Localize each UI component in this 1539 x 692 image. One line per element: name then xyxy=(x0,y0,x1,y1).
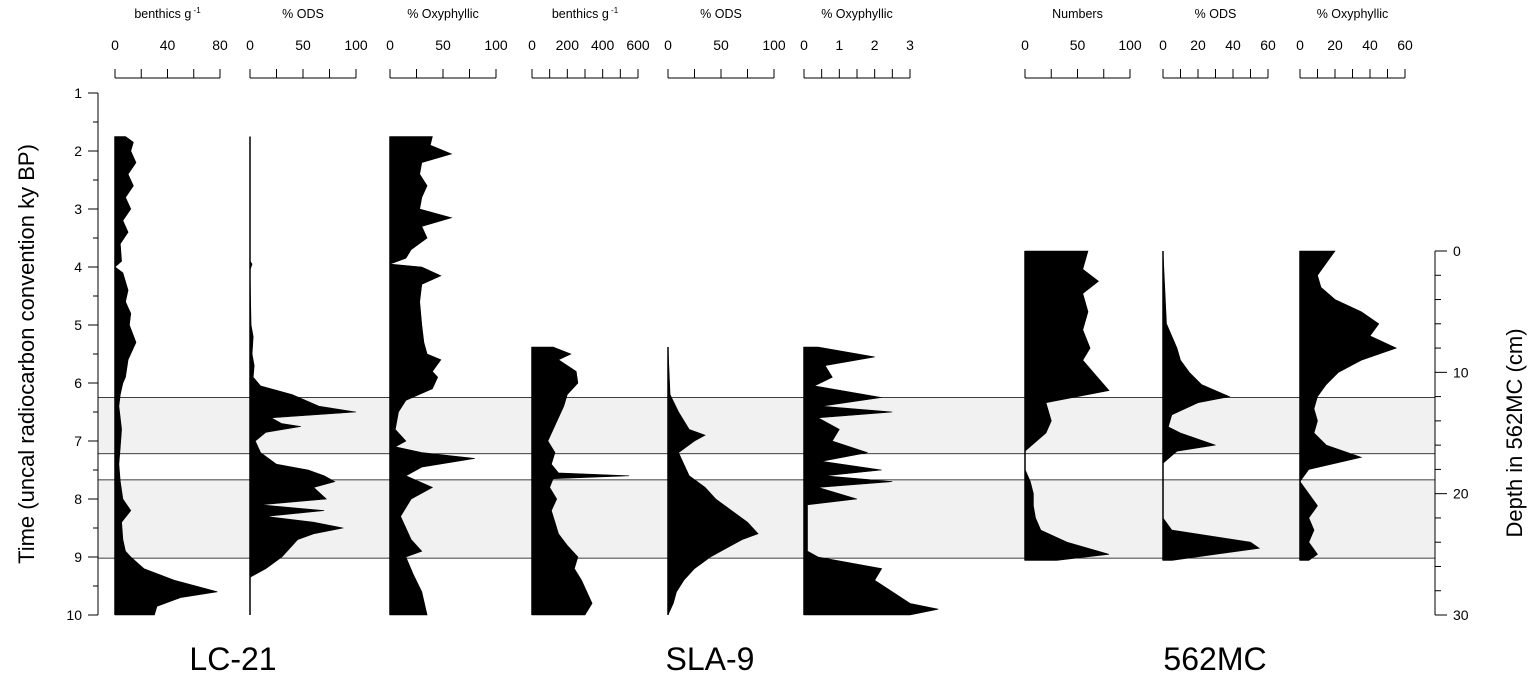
panel-title-text: % ODS xyxy=(1195,7,1237,21)
scale-tick-label: 100 xyxy=(344,37,368,53)
scale-tick-label: 80 xyxy=(212,37,228,53)
panel-title-text: benthics g xyxy=(134,7,191,21)
core-name-lc-21: LC-21 xyxy=(189,641,276,677)
scale-tick-label: 0 xyxy=(800,37,808,53)
scale-tick-label: 0 xyxy=(1296,37,1304,53)
time-tick-label: 1 xyxy=(74,85,82,101)
panel-title: % Oxyphyllic xyxy=(1317,7,1389,21)
profile-area xyxy=(1024,250,1110,561)
scale-tick-label: 100 xyxy=(762,37,786,53)
scale-tick-label: 0 xyxy=(386,37,394,53)
time-tick-label: 8 xyxy=(74,491,82,507)
scale-tick-label: 100 xyxy=(484,37,508,53)
profile-area xyxy=(667,346,759,616)
scale-tick-label: 1 xyxy=(835,37,843,53)
panel-title: % Oxyphyllic xyxy=(821,7,893,21)
scale-tick-label: 400 xyxy=(591,37,615,53)
panel-title-superscript: -1 xyxy=(191,6,201,15)
panel-title-superscript: -1 xyxy=(609,6,619,15)
panel-title: benthics g -1 xyxy=(552,6,619,21)
panel-title-text: % Oxyphyllic xyxy=(821,7,893,21)
time-tick-label: 5 xyxy=(74,317,82,333)
panel-3: % Oxyphyllic 0 50 100 xyxy=(386,7,508,616)
depth-tick-label: 0 xyxy=(1453,243,1461,259)
scale-tick-label: 60 xyxy=(1397,37,1413,53)
panel-8: % ODS 0 20 40 60 xyxy=(1159,7,1276,561)
panel-6: % Oxyphyllic 0 1 2 3 xyxy=(800,7,939,616)
profile-area xyxy=(531,346,630,616)
scale-tick-label: 0 xyxy=(1159,37,1167,53)
panel-2: % ODS 0 50 100 xyxy=(246,7,368,615)
panel-title: % Oxyphyllic xyxy=(407,7,479,21)
panel-title-text: Numbers xyxy=(1052,7,1103,21)
scale-tick-label: 200 xyxy=(556,37,580,53)
panel-5: % ODS 0 50 100 xyxy=(664,7,786,616)
panel-7: Numbers 0 50 100 xyxy=(1021,7,1142,561)
scale-tick-label: 0 xyxy=(111,37,119,53)
core-name-562mc: 562MC xyxy=(1163,641,1266,677)
scale-tick-label: 3 xyxy=(906,37,914,53)
profile-area xyxy=(803,346,939,616)
scale-tick-label: 0 xyxy=(246,37,254,53)
time-axis-label: Time (uncal radiocarbon convention ky BP… xyxy=(14,144,39,564)
panel-title: % ODS xyxy=(282,7,324,21)
scale-tick-label: 40 xyxy=(1225,37,1241,53)
profile-area xyxy=(1162,250,1261,561)
time-tick-label: 9 xyxy=(74,549,82,565)
panel-title-text: % Oxyphyllic xyxy=(1317,7,1389,21)
profile-area xyxy=(1299,250,1398,561)
scale-tick-label: 50 xyxy=(713,37,729,53)
scale-tick-label: 40 xyxy=(160,37,176,53)
depth-tick-label: 10 xyxy=(1453,364,1469,380)
scale-tick-label: 0 xyxy=(664,37,672,53)
time-tick-label: 3 xyxy=(74,201,82,217)
core-name-sla-9: SLA-9 xyxy=(666,641,755,677)
time-tick-label: 10 xyxy=(66,607,82,623)
panel-title: Numbers xyxy=(1052,7,1103,21)
depth-tick-label: 20 xyxy=(1453,486,1469,502)
scale-tick-label: 40 xyxy=(1362,37,1378,53)
depth-axis-label: Depth in 562MC (cm) xyxy=(1502,328,1527,537)
panel-9: % Oxyphyllic 0 20 40 60 xyxy=(1296,7,1413,561)
scale-tick-label: 0 xyxy=(528,37,536,53)
scale-tick-label: 600 xyxy=(626,37,650,53)
scale-tick-label: 20 xyxy=(1190,37,1206,53)
panel-title-text: benthics g xyxy=(552,7,609,21)
scale-tick-label: 100 xyxy=(1118,37,1142,53)
profile-area xyxy=(389,136,475,616)
time-tick-label: 6 xyxy=(74,375,82,391)
depth-tick-label: 30 xyxy=(1453,607,1469,623)
scale-tick-label: 60 xyxy=(1260,37,1276,53)
profile-area xyxy=(114,136,218,616)
panel-title-text: % Oxyphyllic xyxy=(407,7,479,21)
panel-title: benthics g -1 xyxy=(134,6,201,21)
scale-tick-label: 50 xyxy=(295,37,311,53)
scale-tick-label: 0 xyxy=(1021,37,1029,53)
time-tick-label: 4 xyxy=(74,259,82,275)
time-tick-label: 2 xyxy=(74,143,82,159)
panel-title: % ODS xyxy=(700,7,742,21)
panel-title: % ODS xyxy=(1195,7,1237,21)
profile-area xyxy=(249,136,357,615)
scale-tick-label: 50 xyxy=(435,37,451,53)
panel-title-text: % ODS xyxy=(282,7,324,21)
panel-4: benthics g -1 0 200 400 600 xyxy=(528,6,650,616)
time-tick-label: 7 xyxy=(74,433,82,449)
panel-title-text: % ODS xyxy=(700,7,742,21)
scale-tick-label: 2 xyxy=(871,37,879,53)
panel-1: benthics g -1 0 40 80 xyxy=(111,6,228,616)
scale-tick-label: 20 xyxy=(1327,37,1343,53)
scale-tick-label: 50 xyxy=(1070,37,1086,53)
